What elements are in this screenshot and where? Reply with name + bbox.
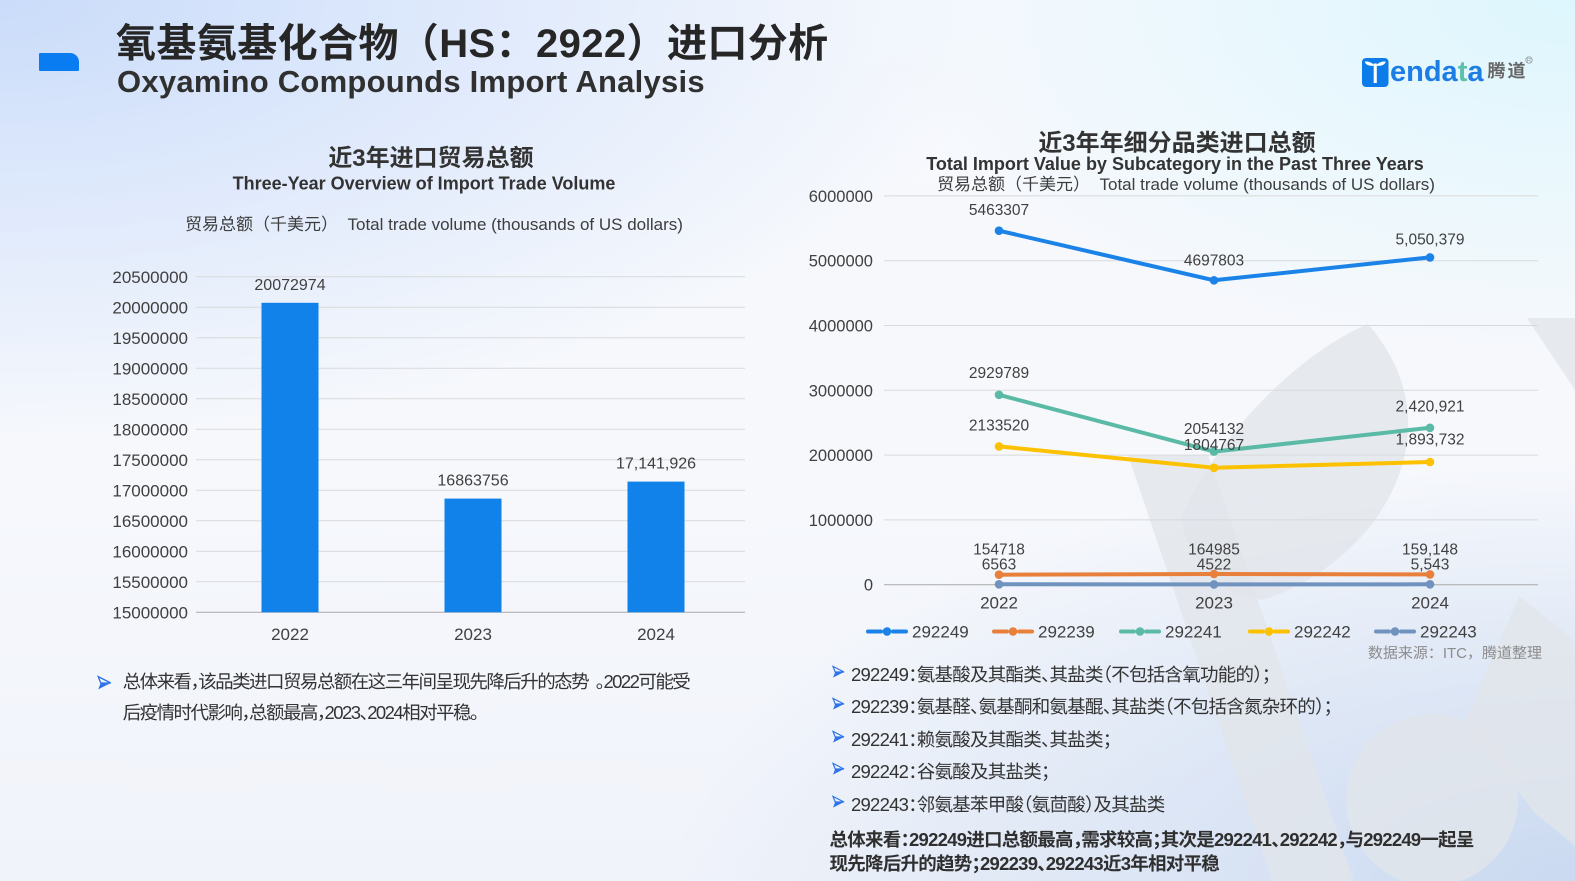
svg-text:Total Import Value by Subcateg: Total Import Value by Subcategory in the… — [926, 154, 1424, 174]
svg-text:292243: 292243 — [1420, 623, 1477, 642]
svg-text:0: 0 — [864, 577, 873, 595]
svg-text:近3年进口贸易总额: 近3年进口贸易总额 — [328, 145, 533, 172]
svg-text:15000000: 15000000 — [112, 603, 188, 622]
svg-text:5,543: 5,543 — [1411, 556, 1450, 573]
svg-text:19000000: 19000000 — [112, 359, 188, 378]
svg-text:20500000: 20500000 — [112, 268, 188, 287]
svg-text:2023: 2023 — [1195, 594, 1233, 613]
svg-text:292242: 292242 — [1294, 623, 1351, 642]
svg-text:数据来源：ITC，腾道整理: 数据来源：ITC，腾道整理 — [1368, 645, 1542, 662]
svg-text:R: R — [1527, 57, 1532, 64]
svg-text:20072974: 20072974 — [254, 277, 325, 294]
svg-text:2022: 2022 — [980, 594, 1018, 613]
svg-text:1,893,732: 1,893,732 — [1396, 432, 1465, 449]
svg-text:17000000: 17000000 — [112, 481, 188, 500]
svg-text:16000000: 16000000 — [112, 542, 188, 561]
svg-text:4522: 4522 — [1197, 556, 1231, 573]
svg-text:20000000: 20000000 — [112, 298, 188, 317]
svg-text:292239: 292239 — [1038, 623, 1095, 642]
svg-text:2024: 2024 — [637, 625, 675, 644]
svg-text:1000000: 1000000 — [809, 512, 873, 530]
svg-text:3000000: 3000000 — [809, 382, 873, 400]
svg-text:2023: 2023 — [454, 625, 492, 644]
svg-text:4697803: 4697803 — [1184, 253, 1244, 270]
svg-text:17,141,926: 17,141,926 — [616, 456, 696, 473]
svg-text:2022: 2022 — [271, 625, 309, 644]
svg-text:19500000: 19500000 — [112, 329, 188, 348]
svg-text:17500000: 17500000 — [112, 451, 188, 470]
svg-text:1804767: 1804767 — [1184, 437, 1244, 454]
svg-text:6563: 6563 — [982, 556, 1016, 573]
svg-text:2133520: 2133520 — [969, 417, 1030, 434]
svg-text:Three-Year Overview of Import: Three-Year Overview of Import Trade Volu… — [233, 174, 616, 194]
svg-text:164985: 164985 — [1188, 541, 1240, 558]
svg-text:18500000: 18500000 — [112, 390, 188, 409]
svg-text:4000000: 4000000 — [809, 318, 873, 336]
svg-text:近3年年细分品类进口总额: 近3年年细分品类进口总额 — [1038, 130, 1315, 157]
svg-text:6000000: 6000000 — [809, 188, 873, 206]
svg-text:2,420,921: 2,420,921 — [1396, 398, 1465, 415]
svg-text:5463307: 5463307 — [969, 202, 1029, 219]
svg-text:154718: 154718 — [973, 541, 1025, 558]
svg-text:2054132: 2054132 — [1184, 421, 1244, 438]
svg-text:5,050,379: 5,050,379 — [1396, 232, 1465, 249]
svg-text:292241: 292241 — [1165, 623, 1222, 642]
svg-text:5000000: 5000000 — [809, 253, 873, 271]
svg-text:16863756: 16863756 — [437, 473, 508, 490]
svg-text:贸易总额（千美元） Total trade volume: 贸易总额（千美元） Total trade volume (thousands … — [937, 175, 1435, 194]
svg-text:2000000: 2000000 — [809, 447, 873, 465]
svg-text:18000000: 18000000 — [112, 420, 188, 439]
svg-text:16500000: 16500000 — [112, 512, 188, 531]
svg-text:292249: 292249 — [912, 623, 969, 642]
svg-text:2929789: 2929789 — [969, 365, 1029, 382]
svg-text:159,148: 159,148 — [1402, 541, 1458, 558]
svg-text:15500000: 15500000 — [112, 573, 188, 592]
svg-text:贸易总额（千美元） Total trade volume: 贸易总额（千美元） Total trade volume (thousands … — [185, 215, 683, 234]
svg-text:2024: 2024 — [1411, 594, 1449, 613]
